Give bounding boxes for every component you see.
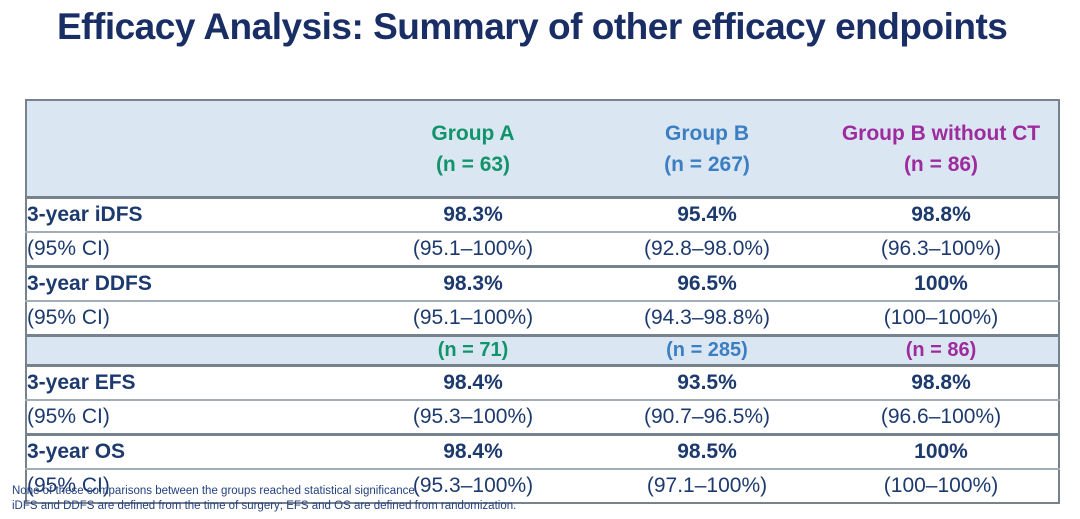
value-cell: 100%: [824, 265, 1059, 301]
ci-label: (95% CI): [26, 399, 356, 435]
ci-value-cell: (95.1–100%): [356, 231, 590, 267]
value-cell: 100%: [824, 433, 1059, 469]
page-title: Efficacy Analysis: Summary of other effi…: [57, 6, 1008, 47]
endpoint-label: 3-year OS: [26, 433, 356, 469]
efficacy-table: Group A (n = 63) Group B (n = 267) Group…: [25, 99, 1060, 504]
table-row-os: 3-year OS 98.4% 98.5% 100%: [26, 433, 1059, 469]
table-row-efs: 3-year EFS 98.4% 93.5% 98.8%: [26, 364, 1059, 400]
value-cell: 98.4%: [356, 433, 590, 469]
ci-label: (95% CI): [26, 468, 356, 503]
endpoint-label: 3-year iDFS: [26, 196, 356, 232]
group-b-without-ct-name: Group B without CT: [841, 121, 1041, 145]
endpoint-label: 3-year DDFS: [26, 265, 356, 301]
header-group-a: Group A (n = 63): [356, 100, 590, 199]
ci-value-cell: (95.1–100%): [356, 300, 590, 336]
table-row-efs-ci: (95% CI) (95.3–100%) (90.7–96.5%) (96.6–…: [26, 399, 1059, 435]
n-value-cell: (n = 285): [590, 334, 824, 367]
ci-value-cell: (90.7–96.5%): [590, 399, 824, 435]
header-empty-cell: [26, 100, 356, 199]
value-cell: 96.5%: [590, 265, 824, 301]
table-row-ddfs: 3-year DDFS 98.3% 96.5% 100%: [26, 265, 1059, 301]
table-row-idfs: 3-year iDFS 98.3% 95.4% 98.8%: [26, 196, 1059, 232]
n-value-cell: (n = 86): [824, 334, 1059, 367]
ci-value-cell: (95.3–100%): [356, 399, 590, 435]
footnote-definitions: iDFS and DDFS are defined from the time …: [12, 500, 517, 512]
footnote-significance: None of these comparisons between the gr…: [12, 485, 418, 497]
ci-value-cell: (96.6–100%): [824, 399, 1059, 435]
table-row-ddfs-ci: (95% CI) (95.1–100%) (94.3–98.8%) (100–1…: [26, 300, 1059, 336]
value-cell: 98.8%: [824, 364, 1059, 400]
ci-value-cell: (100–100%): [824, 300, 1059, 336]
endpoint-label: 3-year EFS: [26, 364, 356, 400]
ci-value-cell: (92.8–98.0%): [590, 231, 824, 267]
n-value-cell: (n = 71): [356, 334, 590, 367]
ci-label: (95% CI): [26, 300, 356, 336]
ci-label: (95% CI): [26, 231, 356, 267]
table-row-os-ci: (95% CI) (95.3–100%) (97.1–100%) (100–10…: [26, 468, 1059, 503]
table-row-n-counts: (n = 71) (n = 285) (n = 86): [26, 334, 1059, 367]
group-b-n: (n = 267): [664, 152, 750, 176]
value-cell: 98.3%: [356, 265, 590, 301]
table-row-idfs-ci: (95% CI) (95.1–100%) (92.8–98.0%) (96.3–…: [26, 231, 1059, 267]
group-b-name: Group B: [665, 121, 749, 145]
value-cell: 98.3%: [356, 196, 590, 232]
group-b-without-ct-n: (n = 86): [903, 152, 979, 176]
value-cell: 98.4%: [356, 364, 590, 400]
ci-value-cell: (100–100%): [824, 468, 1059, 503]
header-group-b-without-ct: Group B without CT (n = 86): [824, 100, 1059, 199]
value-cell: 95.4%: [590, 196, 824, 232]
ci-value-cell: (96.3–100%): [824, 231, 1059, 267]
ci-value-cell: (97.1–100%): [590, 468, 824, 503]
value-cell: 98.8%: [824, 196, 1059, 232]
value-cell: 98.5%: [590, 433, 824, 469]
footnotes: None of these comparisons between the gr…: [12, 484, 516, 514]
ci-value-cell: (95.3–100%): [356, 468, 590, 503]
group-a-n: (n = 63): [435, 152, 511, 176]
n-empty-cell: [26, 334, 356, 367]
table-header-row: Group A (n = 63) Group B (n = 267) Group…: [26, 100, 1059, 199]
header-group-b: Group B (n = 267): [590, 100, 824, 199]
ci-value-cell: (94.3–98.8%): [590, 300, 824, 336]
value-cell: 93.5%: [590, 364, 824, 400]
group-a-name: Group A: [431, 121, 515, 145]
